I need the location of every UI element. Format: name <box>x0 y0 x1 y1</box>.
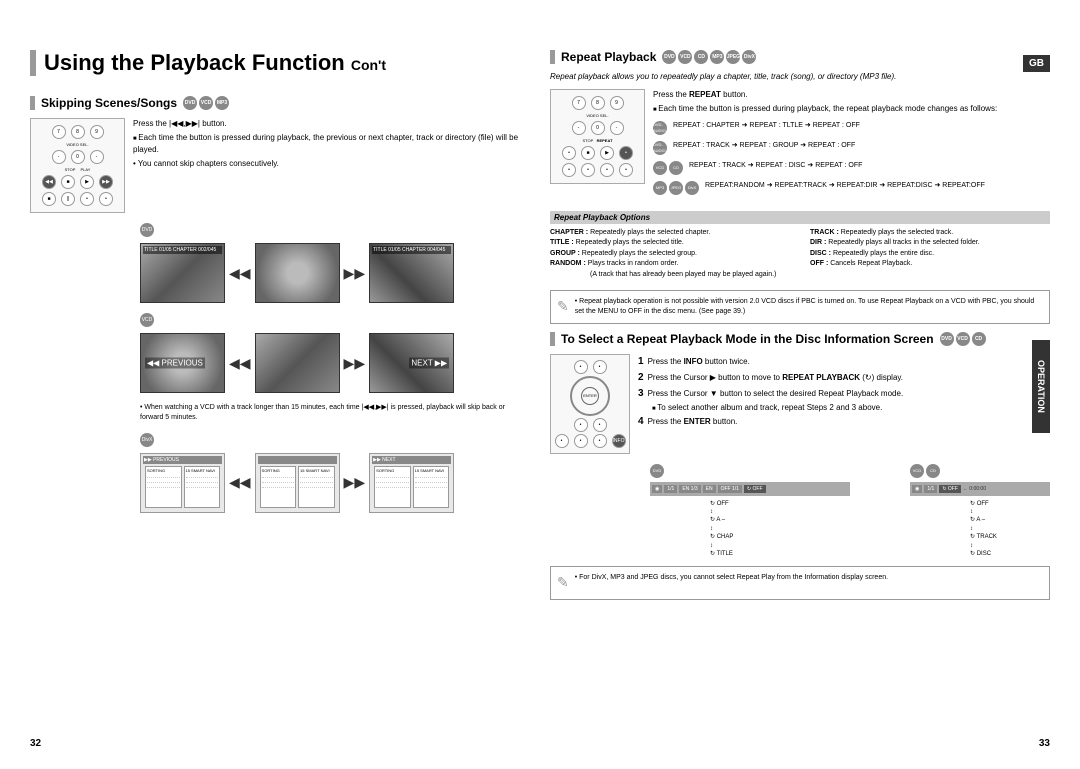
disc-icon: JPEG <box>726 50 740 64</box>
note: You cannot skip chapters consecutively. <box>133 158 520 169</box>
next-icon: ▶▶ <box>344 474 366 491</box>
prev-icon: ◀◀ <box>229 355 251 372</box>
screen-thumb: ▶▶ PREVIOUS SORTING15 SMART NAVI <box>140 453 225 513</box>
disc-icon: DVD <box>662 50 676 64</box>
prev-icon: ◀◀ <box>229 265 251 282</box>
note: Each time the button is pressed during p… <box>133 132 520 155</box>
dvd-screenshots: TITLE 01/05 CHAPTER 002/045 ◀◀ ▶▶ TITLE … <box>140 243 520 303</box>
screen-thumb: SORTING15 SMART NAVI <box>255 453 340 513</box>
divx-screenshots: ▶▶ PREVIOUS SORTING15 SMART NAVI ◀◀ SORT… <box>140 453 520 513</box>
osd-diagram: DVD ◉1/1EN 1/3ENOFF 1/1↻ OFF ↻ OFF ↕ ↻ A… <box>650 464 1050 559</box>
disc-icon: VCD <box>140 313 154 327</box>
note-icon: ✎ <box>557 573 569 593</box>
disc-icon: DVD <box>940 332 954 346</box>
section-repeat: Repeat Playback DVD VCD CD MP3 JPEG DivX <box>550 50 1050 64</box>
screen-thumb <box>255 333 340 393</box>
next-icon: ▶▶ <box>344 355 366 372</box>
note-box: ✎ Repeat playback operation is not possi… <box>550 290 1050 324</box>
disc-icon: DivX <box>742 50 756 64</box>
repeat-mode-row: DVD-AUDIO REPEAT : CHAPTER ➜ REPEAT : TL… <box>653 121 1050 135</box>
remote-diagram: •• ENTER •• •••INFO <box>550 354 630 454</box>
note-box: ✎ For DivX, MP3 and JPEG discs, you cann… <box>550 566 1050 600</box>
steps-list: 1Press the INFO button twice. 2Press the… <box>638 354 903 454</box>
note: Each time the button is pressed during p… <box>653 103 1050 114</box>
disc-icon: DivX <box>140 433 154 447</box>
repeat-mode-row: DVD-AUDIO REPEAT : TRACK ➜ REPEAT : GROU… <box>653 141 1050 155</box>
disc-icon: VCD <box>956 332 970 346</box>
screen-thumb <box>255 243 340 303</box>
options-header: Repeat Playback Options <box>550 211 1050 224</box>
disc-icon: MP3 <box>215 96 229 110</box>
page-number: 32 <box>30 738 41 749</box>
screen-thumb: TITLE 01/05 CHAPTER 004/045 <box>369 243 454 303</box>
instruction: Press the |◀◀,▶▶| button. <box>133 118 520 129</box>
screen-thumb: TITLE 01/05 CHAPTER 002/045 <box>140 243 225 303</box>
disc-icon: DVD <box>183 96 197 110</box>
right-page: Repeat Playback DVD VCD CD MP3 JPEG DivX… <box>550 50 1050 608</box>
next-icon: ▶▶ <box>344 265 366 282</box>
screen-thumb: ▶▶ NEXT SORTING15 SMART NAVI <box>369 453 454 513</box>
intro-text: Repeat playback allows you to repeatedly… <box>550 72 1050 81</box>
disc-icon: DVD <box>140 223 154 237</box>
remote-diagram: 789 VIDEO SEL. -0- STOP REPEAT •■▶• •••• <box>550 89 645 184</box>
page-number: 33 <box>1039 738 1050 749</box>
remote-diagram: 789 VIDEO SEL. -0- STOPPLAY ◀◀■▶▶▶ ■||•• <box>30 118 125 213</box>
vcd-screenshots: ◀◀ PREVIOUS ◀◀ ▶▶ NEXT ▶▶ <box>140 333 520 393</box>
instruction: Press the REPEAT button. <box>653 89 1050 100</box>
options-table: CHAPTER : Repeatedly plays the selected … <box>550 228 1050 281</box>
note-icon: ✎ <box>557 297 569 317</box>
screen-thumb: NEXT ▶▶ <box>369 333 454 393</box>
page-title: Using the Playback Function Con't <box>30 50 520 76</box>
disc-icon: CD <box>972 332 986 346</box>
section-skipping: Skipping Scenes/Songs DVD VCD MP3 <box>30 96 520 110</box>
disc-icon: VCD <box>199 96 213 110</box>
section-select-repeat: To Select a Repeat Playback Mode in the … <box>550 332 1050 346</box>
screen-thumb: ◀◀ PREVIOUS <box>140 333 225 393</box>
disc-icon: MP3 <box>710 50 724 64</box>
disc-icon: CD <box>694 50 708 64</box>
vcd-note: When watching a VCD with a track longer … <box>140 403 520 423</box>
disc-icon: VCD <box>678 50 692 64</box>
repeat-mode-row: MP3JPEGDivX REPEAT:RANDOM ➜ REPEAT:TRACK… <box>653 181 1050 195</box>
prev-icon: ◀◀ <box>229 474 251 491</box>
left-page: Using the Playback Function Con't Skippi… <box>30 50 520 608</box>
repeat-mode-row: VCDCD REPEAT : TRACK ➜ REPEAT : DISC ➜ R… <box>653 161 1050 175</box>
